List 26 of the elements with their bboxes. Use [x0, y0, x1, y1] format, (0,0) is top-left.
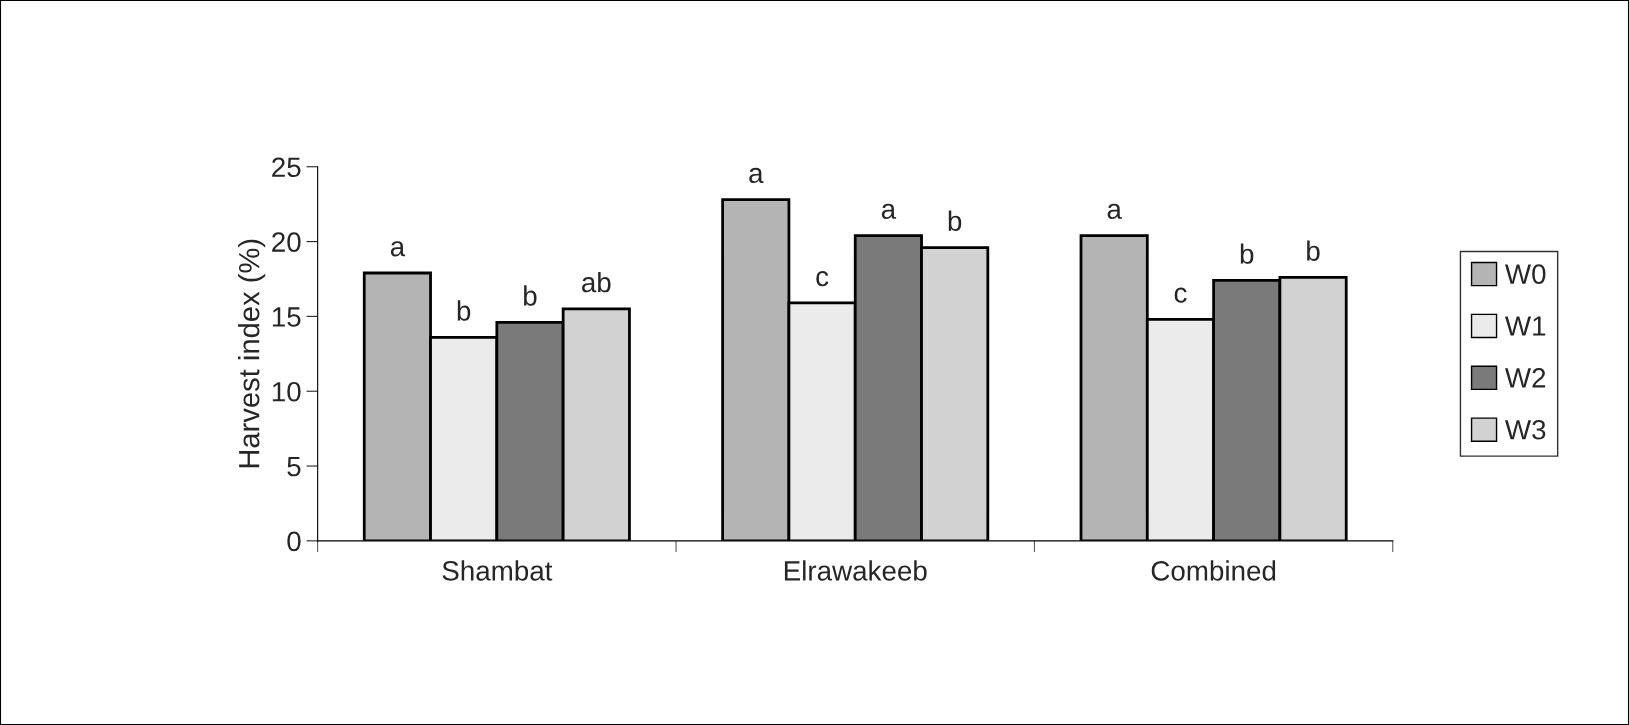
data-label: a [1107, 203, 1122, 219]
y-tick-label: 5 [287, 456, 301, 477]
data-label: b [457, 300, 471, 321]
y-tick-label: 0 [287, 531, 301, 552]
data-label: a [749, 167, 764, 184]
y-tick-label: 20 [272, 232, 301, 252]
data-label: ab [582, 271, 611, 293]
legend-label: W1 [1505, 316, 1546, 336]
y-tick-label: 10 [272, 381, 301, 402]
x-tick-label: Combined [1151, 560, 1276, 581]
x-tick-label: Elrawakeeb [784, 560, 927, 581]
x-tick-label: Shambat [442, 560, 553, 581]
legend-label: W2 [1505, 368, 1546, 388]
data-label: c [1174, 287, 1187, 303]
legend-label: W3 [1505, 419, 1546, 440]
data-label: b [1307, 240, 1320, 261]
data-label: a [390, 241, 406, 257]
data-label: c [816, 271, 829, 287]
y-axis-title: Harvest index (%) [238, 239, 266, 468]
legend-label: W0 [1505, 264, 1546, 284]
data-label: a [881, 203, 897, 219]
y-tick-label: 15 [272, 307, 301, 327]
data-label: b [948, 210, 962, 231]
y-tick-label: 25 [272, 157, 301, 178]
data-label: b [524, 285, 537, 306]
data-label: b [1240, 243, 1254, 264]
